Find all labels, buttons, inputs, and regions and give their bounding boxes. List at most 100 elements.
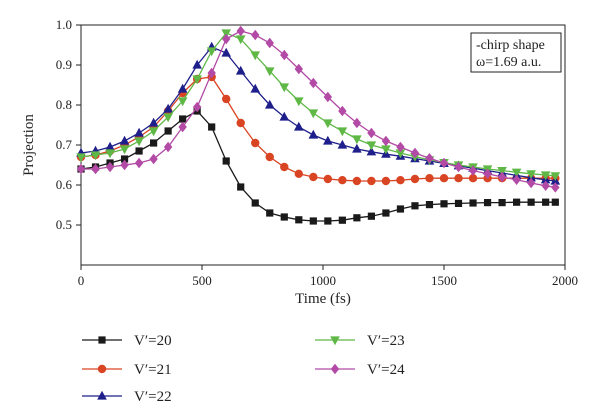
series-line	[80, 110, 556, 222]
legend-item-4: V′=23	[315, 333, 405, 349]
data-point	[163, 113, 173, 123]
axis-ticks: 0 500 1000 1500 2000 0.5 0.6 0.7 0.8 0.9 1.0	[56, 17, 578, 288]
data-point	[294, 97, 304, 107]
legend-item-3: V′=22	[82, 389, 172, 405]
legend-swatch-marker	[330, 336, 340, 346]
data-point	[120, 159, 129, 171]
data-point	[120, 155, 129, 163]
data-point	[396, 205, 405, 213]
data-point	[177, 83, 188, 93]
data-point	[251, 138, 260, 148]
data-point	[149, 153, 158, 165]
data-point	[483, 199, 492, 207]
data-series	[76, 25, 561, 225]
data-point	[192, 75, 202, 85]
data-point	[134, 137, 144, 147]
data-point	[236, 25, 245, 37]
data-point	[381, 176, 391, 186]
data-point	[440, 200, 448, 208]
data-point	[497, 171, 507, 183]
data-point	[498, 199, 506, 207]
data-point	[425, 174, 434, 183]
y-axis-title: Projection	[21, 114, 37, 176]
data-point	[323, 119, 333, 129]
data-point	[206, 47, 217, 57]
data-point	[439, 174, 449, 183]
data-point	[337, 139, 348, 149]
data-point	[323, 135, 333, 145]
data-point	[266, 209, 274, 217]
data-point	[294, 169, 303, 178]
data-point	[468, 165, 478, 176]
data-point	[135, 147, 143, 155]
data-point	[308, 109, 319, 119]
data-point	[264, 99, 275, 109]
data-point	[439, 157, 449, 169]
data-point	[105, 161, 115, 173]
data-point	[511, 168, 522, 178]
legend-label: V′=23	[367, 333, 405, 349]
data-point	[265, 37, 274, 49]
data-point	[512, 174, 521, 185]
data-point	[352, 117, 362, 129]
data-point	[381, 135, 391, 147]
data-point	[352, 143, 362, 153]
data-point	[294, 121, 304, 131]
series-line	[81, 30, 556, 189]
data-point	[367, 176, 376, 186]
data-point	[454, 199, 463, 207]
legend-swatch-marker	[330, 363, 340, 375]
data-point	[353, 214, 361, 222]
legend-swatch-marker	[97, 390, 107, 400]
data-point	[235, 35, 246, 45]
data-point	[497, 167, 507, 176]
data-point	[411, 202, 419, 210]
data-point	[237, 183, 245, 191]
data-point	[295, 216, 303, 224]
data-point	[454, 174, 463, 183]
legend-swatch-marker	[98, 336, 106, 344]
data-point	[366, 141, 377, 151]
data-point	[410, 174, 420, 184]
data-point	[76, 153, 86, 163]
data-point	[367, 127, 376, 139]
data-point	[541, 180, 550, 191]
data-point	[251, 199, 259, 207]
data-point	[134, 157, 144, 169]
data-point	[352, 176, 362, 186]
data-point	[382, 209, 390, 217]
data-point	[208, 123, 216, 131]
x-tick-label: 1500	[431, 273, 457, 288]
y-tick-label: 0.9	[56, 57, 72, 72]
annotation-box: -chirp shape ω=1.69 a.u.	[470, 32, 562, 73]
data-point	[338, 216, 346, 224]
data-point	[425, 201, 434, 209]
data-point	[221, 47, 231, 57]
data-point	[148, 117, 159, 127]
y-tick-label: 0.7	[56, 137, 73, 152]
data-point	[150, 139, 158, 147]
legend-label: V′=22	[134, 389, 172, 405]
data-point	[542, 198, 550, 206]
data-point	[192, 59, 202, 69]
data-point	[469, 199, 477, 207]
data-point	[279, 111, 290, 121]
data-point	[381, 145, 391, 155]
data-point	[222, 33, 231, 45]
data-point	[91, 163, 100, 175]
data-point	[550, 172, 561, 181]
annotation-line-2: ω=1.69 a.u.	[476, 55, 541, 70]
data-point	[222, 94, 231, 104]
legend-item-2: V′=21	[82, 362, 172, 378]
legend-label: V′=24	[367, 362, 405, 378]
y-tick-label: 0.5	[56, 217, 72, 232]
legend-swatch-marker	[97, 364, 107, 374]
data-point	[265, 152, 274, 162]
data-point	[251, 29, 260, 41]
data-point	[425, 153, 434, 164]
data-point	[250, 51, 261, 61]
data-point	[279, 83, 290, 93]
data-point	[280, 49, 289, 61]
data-point	[454, 161, 463, 173]
y-tick-label: 1.0	[56, 17, 72, 32]
